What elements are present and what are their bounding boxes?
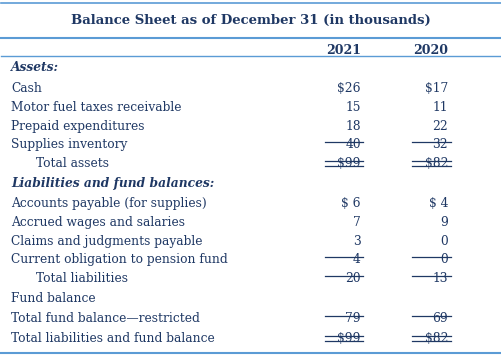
Text: Total liabilities and fund balance: Total liabilities and fund balance [12,332,215,345]
Text: 3: 3 [352,235,360,248]
Text: $99: $99 [337,157,360,170]
Text: 11: 11 [432,101,447,114]
Text: $82: $82 [424,157,447,170]
Text: 4: 4 [352,253,360,266]
Text: 7: 7 [352,216,360,229]
Text: 18: 18 [345,119,360,132]
Text: Supplies inventory: Supplies inventory [12,138,127,151]
Text: Assets:: Assets: [12,61,59,73]
Text: Balance Sheet as of December 31 (in thousands): Balance Sheet as of December 31 (in thou… [71,14,430,27]
Text: 40: 40 [345,138,360,151]
Text: Current obligation to pension fund: Current obligation to pension fund [12,253,227,266]
Text: Total fund balance—restricted: Total fund balance—restricted [12,312,200,325]
Text: $ 6: $ 6 [341,197,360,210]
Text: $99: $99 [337,332,360,345]
Text: Cash: Cash [12,82,42,95]
Text: Total assets: Total assets [36,157,109,170]
Text: Fund balance: Fund balance [12,292,96,306]
Text: $26: $26 [337,82,360,95]
Text: 9: 9 [439,216,447,229]
Text: Motor fuel taxes receivable: Motor fuel taxes receivable [12,101,181,114]
Text: $17: $17 [424,82,447,95]
Text: 0: 0 [439,235,447,248]
Text: 79: 79 [345,312,360,325]
Text: 15: 15 [345,101,360,114]
Text: 32: 32 [432,138,447,151]
Text: 69: 69 [431,312,447,325]
Text: 2020: 2020 [412,44,447,57]
Text: $ 4: $ 4 [428,197,447,210]
Text: 20: 20 [345,272,360,285]
Text: 2021: 2021 [325,44,360,57]
Text: Prepaid expenditures: Prepaid expenditures [12,119,145,132]
Text: Claims and judgments payable: Claims and judgments payable [12,235,202,248]
Text: $82: $82 [424,332,447,345]
Text: 0: 0 [439,253,447,266]
Text: Liabilities and fund balances:: Liabilities and fund balances: [12,177,214,190]
Text: 13: 13 [432,272,447,285]
Text: Accrued wages and salaries: Accrued wages and salaries [12,216,185,229]
Text: Total liabilities: Total liabilities [36,272,128,285]
Text: 22: 22 [431,119,447,132]
Text: Accounts payable (for supplies): Accounts payable (for supplies) [12,197,207,210]
